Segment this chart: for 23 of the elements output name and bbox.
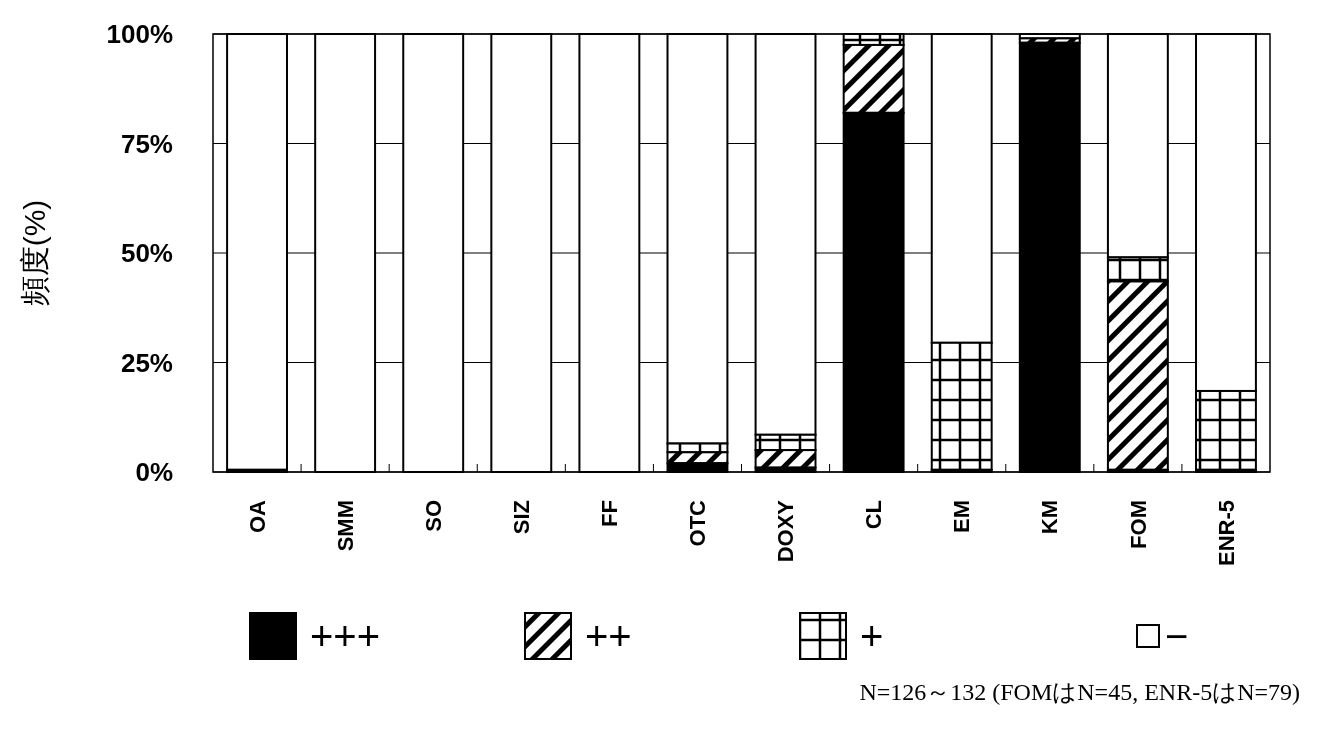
y-tick-label: 50% — [120, 238, 173, 269]
y-tick-label: 75% — [120, 128, 173, 159]
y-tick-label: 25% — [120, 347, 173, 378]
x-tick-label: FF — [597, 500, 623, 527]
legend-label: − — [1165, 614, 1189, 658]
y-tick-label: 0% — [135, 457, 173, 488]
y-axis-title: 頻度(%) — [18, 199, 51, 307]
x-tick-label: ENR-5 — [1213, 500, 1239, 567]
y-tick-label: 100% — [106, 19, 173, 50]
legend-label: +++ — [310, 614, 381, 658]
legend-label: + — [860, 614, 884, 658]
x-tick-label: FOM — [1125, 500, 1151, 549]
x-tick-label: OTC — [685, 499, 711, 547]
x-tick-label: SIZ — [508, 500, 534, 535]
x-tick-label: EM — [949, 500, 975, 533]
x-tick-label: SO — [420, 500, 446, 532]
x-tick-label: DOXY — [773, 499, 799, 563]
x-tick-label: SMM — [332, 500, 358, 552]
text: N=126～132 (FOMはN=45, ENR-5はN=79) — [859, 679, 1300, 705]
legend-label: ++ — [585, 614, 632, 658]
x-tick-label: OA — [244, 499, 270, 533]
x-tick-label: KM — [1037, 500, 1063, 535]
x-tick-label: CL — [861, 500, 887, 530]
